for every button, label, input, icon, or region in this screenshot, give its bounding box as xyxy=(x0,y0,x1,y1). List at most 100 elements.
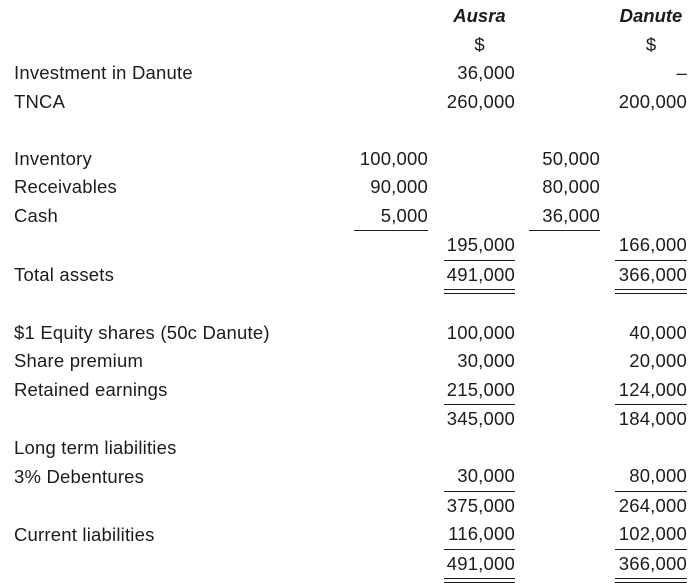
value-ausra-main: 116,000 xyxy=(444,520,515,550)
value-danute-inner: 36,000 xyxy=(529,202,600,231)
value-danute-inner xyxy=(529,88,600,117)
column-gap xyxy=(515,290,529,319)
column-gap xyxy=(600,2,615,31)
row-label xyxy=(14,492,354,521)
value-danute-inner xyxy=(529,405,600,434)
value-ausra-inner xyxy=(354,290,428,319)
value-ausra-main xyxy=(444,145,515,174)
column-gap xyxy=(515,434,529,463)
value-danute-main: 166,000 xyxy=(615,231,687,261)
column-gap xyxy=(600,261,615,291)
column-gap xyxy=(515,202,529,232)
column-gap xyxy=(428,31,444,60)
column-gap xyxy=(428,434,444,463)
row-label: Long term liabilities xyxy=(14,436,177,458)
value-ausra-inner xyxy=(354,462,428,492)
column-gap xyxy=(428,145,444,174)
value-danute-inner xyxy=(529,434,600,463)
value-danute-inner xyxy=(529,59,600,88)
value-ausra-main: 30,000 xyxy=(444,462,515,492)
value-ausra-main xyxy=(444,434,515,463)
column-gap xyxy=(600,376,615,406)
column-gap xyxy=(428,405,444,434)
value-danute-main: 102,000 xyxy=(615,520,687,550)
column-gap xyxy=(600,290,615,319)
value-danute-main: 366,000 xyxy=(615,261,687,294)
row-label: Inventory xyxy=(14,147,92,169)
row-long-term-liabilities-heading: Long term liabilities xyxy=(14,434,687,463)
value-ausra-inner: 5,000 xyxy=(354,202,428,231)
value-ausra-inner xyxy=(354,434,428,463)
currency-symbol-ausra: $ xyxy=(474,33,485,55)
value-danute-inner xyxy=(529,462,600,492)
company-header-ausra: Ausra xyxy=(453,5,506,26)
row-equity-subtotal: 345,000 184,000 xyxy=(14,405,687,434)
value-ausra-inner xyxy=(354,116,428,145)
column-gap xyxy=(428,290,444,319)
value-danute-main: 124,000 xyxy=(615,376,687,405)
row-label: 3% Debentures xyxy=(14,465,145,487)
value-ausra-main: 30,000 xyxy=(457,350,515,371)
value-danute-main xyxy=(615,145,687,174)
value-danute-main xyxy=(615,202,687,232)
column-gap xyxy=(515,88,529,117)
row-retained-earnings: Retained earnings 215,000 124,000 xyxy=(14,376,687,406)
value-ausra-main: 375,000 xyxy=(446,494,515,516)
header-spacer xyxy=(354,2,428,31)
row-label: Total assets xyxy=(14,264,115,285)
column-gap xyxy=(600,173,615,202)
column-gap xyxy=(515,173,529,202)
value-danute-main xyxy=(615,290,687,319)
row-label xyxy=(14,405,354,434)
value-ausra-inner xyxy=(354,88,428,117)
column-gap xyxy=(600,405,615,434)
column-gap xyxy=(600,434,615,463)
row-label: Current liabilities xyxy=(14,523,155,545)
column-gap xyxy=(428,462,444,492)
value-danute-inner xyxy=(529,520,600,550)
column-gap xyxy=(600,145,615,174)
value-danute-main xyxy=(615,434,687,463)
row-share-premium: Share premium 30,000 20,000 xyxy=(14,347,687,376)
header-spacer xyxy=(529,2,600,31)
column-gap xyxy=(428,261,444,291)
value-danute-main: 200,000 xyxy=(618,90,687,112)
column-gap xyxy=(515,59,529,88)
column-gap xyxy=(515,347,529,376)
column-gap xyxy=(428,231,444,261)
header-spacer xyxy=(529,31,600,60)
row-label: Investment in Danute xyxy=(14,62,193,83)
column-gap xyxy=(600,59,615,88)
value-danute-main: 20,000 xyxy=(629,350,687,371)
value-ausra-inner: 100,000 xyxy=(359,147,428,169)
row-equity-shares: $1 Equity shares (50c Danute) 100,000 40,0… xyxy=(14,319,687,348)
value-ausra-inner xyxy=(354,231,428,261)
value-danute-main xyxy=(615,173,687,202)
column-gap xyxy=(600,492,615,521)
column-gap xyxy=(428,88,444,117)
row-label: Cash xyxy=(14,205,58,226)
column-gap xyxy=(515,550,529,580)
value-danute-main: – xyxy=(676,62,687,83)
value-ausra-inner: 90,000 xyxy=(370,176,428,197)
column-gap xyxy=(600,202,615,232)
column-gap xyxy=(428,492,444,521)
row-label: TNCA xyxy=(14,90,66,112)
value-ausra-main: 345,000 xyxy=(446,408,515,429)
value-danute-inner xyxy=(529,492,600,521)
column-gap xyxy=(428,550,444,580)
column-gap xyxy=(600,31,615,60)
row-current-assets-subtotal: 195,000 166,000 xyxy=(14,231,687,261)
value-danute-main xyxy=(615,116,687,145)
row-label: Share premium xyxy=(14,350,144,371)
column-gap xyxy=(428,173,444,202)
value-ausra-inner xyxy=(354,376,428,406)
column-gap xyxy=(428,202,444,232)
row-inventory: Inventory 100,000 50,000 xyxy=(14,145,687,174)
value-danute-main: 184,000 xyxy=(618,408,687,429)
row-equity-and-ltl-subtotal: 375,000 264,000 xyxy=(14,492,687,521)
header-spacer xyxy=(14,2,354,31)
value-danute-main: 40,000 xyxy=(629,321,687,343)
column-gap xyxy=(428,376,444,406)
